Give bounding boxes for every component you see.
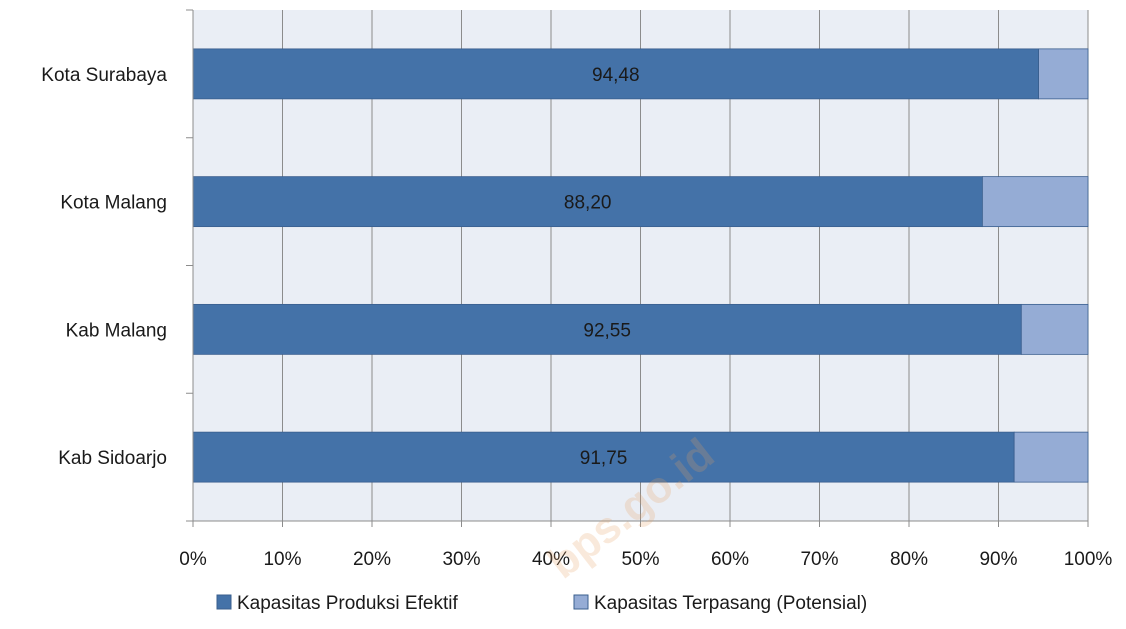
legend-swatch: [573, 594, 589, 610]
data-label: 91,75: [580, 448, 628, 469]
x-tick-label: 50%: [621, 549, 659, 570]
category-label: Kota Malang: [60, 193, 167, 214]
legend-label: Kapasitas Terpasang (Potensial): [594, 593, 867, 614]
x-tick-labels: 0% 10% 20% 30% 40% 50% 60% 70% 80% 90% 100%: [179, 549, 1112, 570]
x-tick-label: 60%: [711, 549, 749, 570]
bar-effective: [192, 303, 1022, 355]
bar-potential: [1020, 303, 1089, 355]
data-labels: 94,48 88,20 92,55 91,75: [564, 65, 640, 469]
legend-swatch: [216, 594, 232, 610]
category-label: Kota Surabaya: [41, 65, 167, 86]
bar-effective: [192, 431, 1015, 483]
data-label: 88,20: [564, 193, 612, 214]
x-tick-label: 80%: [890, 549, 928, 570]
category-labels: Kota Surabaya Kota Malang Kab Malang Kab Si…: [41, 65, 167, 469]
legend: Kapasitas Produksi Efektif Kapasitas Terp…: [216, 593, 867, 614]
data-label: 94,48: [592, 65, 640, 86]
x-tick-label: 20%: [353, 549, 391, 570]
bars: [192, 48, 1089, 483]
x-tick-label: 90%: [979, 549, 1017, 570]
x-tick-label: 30%: [442, 549, 480, 570]
bar-potential: [1038, 48, 1089, 100]
axes: [186, 9, 1089, 527]
bar-effective: [192, 176, 983, 228]
x-tick-label: 100%: [1064, 549, 1113, 570]
x-tick-label: 10%: [263, 549, 301, 570]
x-tick-label: 40%: [532, 549, 570, 570]
x-tick-label: 0%: [179, 549, 207, 570]
data-label: 92,55: [583, 320, 631, 341]
bar-potential: [1013, 431, 1089, 483]
category-label: Kab Malang: [66, 320, 167, 341]
x-tick-label: 70%: [800, 549, 838, 570]
legend-label: Kapasitas Produksi Efektif: [237, 593, 458, 614]
bar-potential: [981, 176, 1089, 228]
category-label: Kab Sidoarjo: [58, 448, 167, 469]
